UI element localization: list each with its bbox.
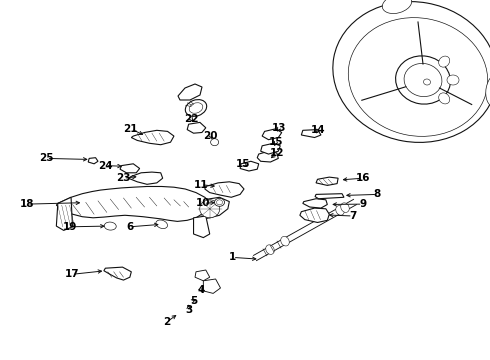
- Ellipse shape: [185, 100, 207, 116]
- Ellipse shape: [348, 18, 488, 136]
- Text: 18: 18: [20, 199, 34, 209]
- Ellipse shape: [215, 198, 224, 206]
- Text: 23: 23: [116, 173, 131, 183]
- Text: 21: 21: [123, 124, 138, 134]
- Ellipse shape: [423, 79, 431, 85]
- Text: 5: 5: [190, 296, 197, 306]
- Text: 8: 8: [374, 189, 381, 199]
- Polygon shape: [195, 270, 210, 281]
- Polygon shape: [131, 130, 174, 145]
- Text: 17: 17: [65, 269, 79, 279]
- Text: 3: 3: [185, 305, 192, 315]
- Ellipse shape: [341, 203, 349, 212]
- Ellipse shape: [404, 63, 442, 96]
- Polygon shape: [300, 208, 329, 222]
- Ellipse shape: [439, 56, 450, 67]
- Polygon shape: [128, 172, 163, 184]
- Text: 12: 12: [270, 148, 284, 158]
- Text: 15: 15: [236, 159, 251, 169]
- Ellipse shape: [333, 1, 490, 143]
- Ellipse shape: [281, 237, 289, 246]
- Polygon shape: [261, 143, 280, 154]
- Text: 19: 19: [62, 222, 77, 232]
- Text: 11: 11: [194, 180, 208, 190]
- Text: 13: 13: [272, 123, 287, 133]
- Polygon shape: [203, 279, 220, 293]
- Ellipse shape: [156, 220, 168, 229]
- Polygon shape: [120, 164, 140, 173]
- Text: 10: 10: [196, 198, 211, 208]
- Ellipse shape: [395, 56, 450, 104]
- Polygon shape: [205, 182, 244, 197]
- Polygon shape: [187, 122, 206, 133]
- Polygon shape: [316, 177, 338, 185]
- Polygon shape: [178, 84, 202, 100]
- Text: 15: 15: [269, 137, 283, 147]
- Text: 9: 9: [359, 199, 366, 209]
- Polygon shape: [301, 130, 321, 138]
- Polygon shape: [56, 197, 73, 230]
- Polygon shape: [180, 197, 229, 219]
- Text: 6: 6: [126, 222, 133, 232]
- Ellipse shape: [336, 206, 344, 215]
- Polygon shape: [303, 199, 327, 208]
- Text: 2: 2: [163, 317, 170, 327]
- Text: 20: 20: [203, 131, 218, 141]
- Polygon shape: [104, 267, 131, 280]
- Ellipse shape: [447, 75, 459, 85]
- Ellipse shape: [211, 139, 219, 146]
- Text: 25: 25: [39, 153, 54, 163]
- Polygon shape: [56, 186, 210, 221]
- Text: 7: 7: [349, 211, 357, 221]
- Ellipse shape: [200, 200, 220, 218]
- Text: 14: 14: [311, 125, 326, 135]
- Polygon shape: [262, 129, 282, 140]
- Text: 1: 1: [229, 252, 236, 262]
- Polygon shape: [88, 158, 98, 164]
- Ellipse shape: [189, 103, 203, 113]
- Text: 16: 16: [355, 173, 370, 183]
- Polygon shape: [257, 151, 278, 162]
- Polygon shape: [240, 161, 259, 171]
- Text: 4: 4: [197, 285, 205, 295]
- Ellipse shape: [382, 0, 412, 14]
- Ellipse shape: [217, 200, 222, 205]
- Ellipse shape: [104, 222, 116, 230]
- Polygon shape: [315, 194, 344, 199]
- Ellipse shape: [266, 245, 274, 255]
- Text: 22: 22: [184, 114, 198, 124]
- Text: 24: 24: [98, 161, 113, 171]
- Ellipse shape: [486, 73, 490, 107]
- Polygon shape: [194, 216, 210, 238]
- Ellipse shape: [439, 93, 450, 104]
